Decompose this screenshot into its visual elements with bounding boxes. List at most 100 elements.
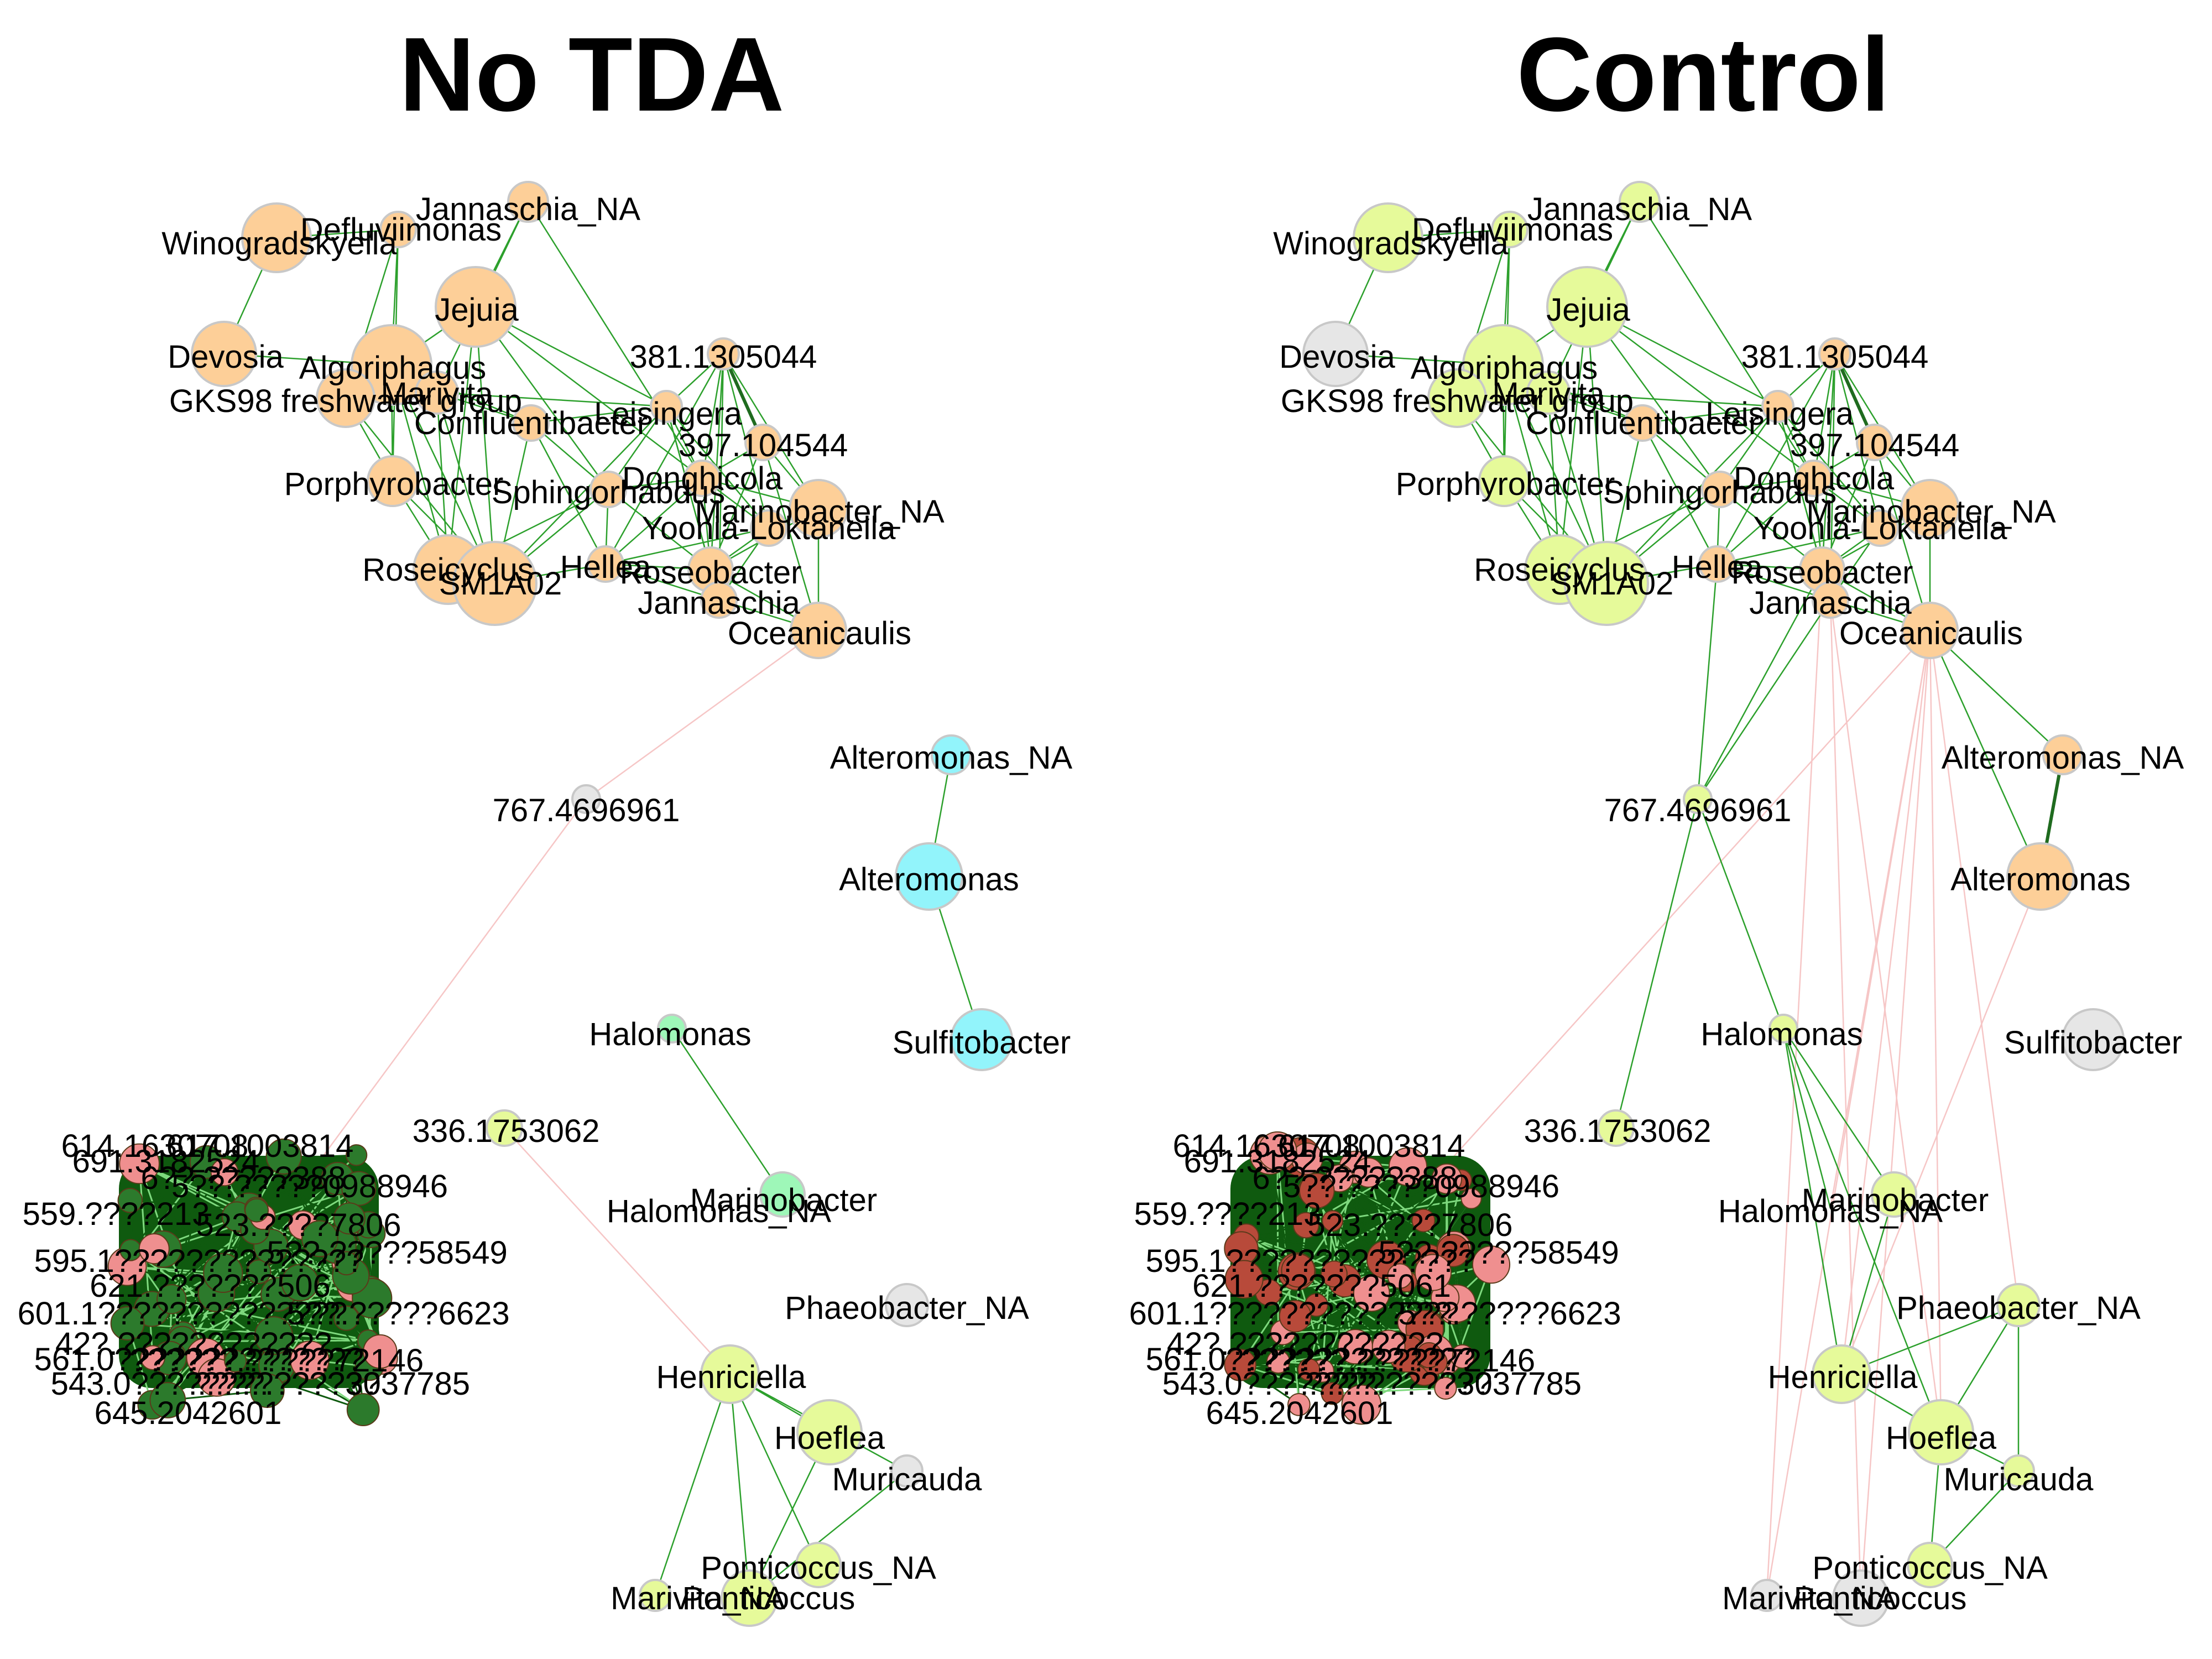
node-sulfitobacter [2062, 1008, 2125, 1071]
cluster-control [1224, 1131, 1511, 1425]
node-label-hoeflea: Hoeflea [1886, 1420, 1997, 1456]
node-sphingorhabdus [589, 471, 627, 508]
panel-control: Control 614.1630708617.1003814691.318252… [1129, 16, 2184, 1627]
cluster-node [1292, 1212, 1319, 1239]
cluster-node [346, 1393, 380, 1427]
cluster-no-tda [107, 1138, 398, 1427]
node-yoonia-loktanella [1861, 509, 1899, 547]
node-label-roseobacter: Roseobacter [1731, 555, 1913, 591]
node-label-sphingorhabdus: Sphingorhabdus [492, 474, 725, 510]
panel-title-control: Control [1516, 16, 1890, 133]
cluster-label: 523.????7806 [1308, 1207, 1513, 1243]
edge [1840, 1194, 1895, 1375]
node-label-roseobacter: Roseobacter [620, 555, 802, 591]
node-jannaschia-na [1619, 181, 1661, 223]
cluster-edge [224, 1171, 304, 1226]
node-jannaschia-na [507, 181, 549, 223]
node-label-381-1305044: 381.1305044 [630, 339, 817, 375]
cluster-label: 601.1?????????????? [18, 1296, 348, 1332]
cluster-label: 5??.?????58549 [267, 1235, 507, 1271]
cluster-node [1322, 1210, 1344, 1232]
node-label-sulfitobacter: Sulfitobacter [893, 1025, 1071, 1061]
node-porphyrobacter [367, 455, 419, 507]
node-label-confluentibacter: Confluentibacter [1526, 405, 1759, 441]
cluster-node [333, 1305, 359, 1331]
node-label-leisingera: Leisingera [594, 396, 742, 432]
node-label-gks98-freshwater-group: GKS98 freshwater group [1281, 383, 1634, 419]
cluster-node [334, 1251, 359, 1276]
node-leisingera [650, 390, 683, 423]
node-label-winogradskyella: Winogradskyella [161, 226, 397, 262]
edge [1697, 799, 1785, 1029]
node-label-winogradskyella: Winogradskyella [1273, 226, 1509, 262]
node-381-1305044 [1818, 337, 1851, 371]
cluster-node [341, 1171, 377, 1206]
cluster-node [1279, 1300, 1312, 1333]
node-label-porphyrobacter: Porphyrobacter [284, 466, 504, 502]
node-henriciella [700, 1344, 760, 1404]
negative-edge [1829, 599, 1942, 1433]
node-label-ponticoccus: Ponticoccus [682, 1580, 855, 1616]
edge [1641, 422, 1718, 565]
cluster-label: 614.1630708 [1173, 1128, 1360, 1164]
cluster-node [203, 1253, 243, 1293]
edge [1642, 405, 1778, 424]
node-label-ponticoccus: Ponticoccus [1794, 1580, 1967, 1616]
node-label-ponticoccus-na: Ponticoccus_NA [701, 1550, 936, 1586]
cluster-node [1341, 1384, 1382, 1425]
node-397-104544 [744, 424, 782, 461]
cluster-label: 42?.???????????? [55, 1326, 332, 1362]
cluster-label: 5??.?????6623 [286, 1296, 509, 1332]
node-alteromonas-na [931, 734, 972, 775]
edge [530, 405, 667, 424]
negative-edge [1860, 630, 1931, 1599]
cluster-label: 559.????213 [1134, 1196, 1322, 1232]
node-label-oceanicaulis: Oceanicaulis [728, 615, 911, 651]
node-label-yoonia-loktanella: Yoonia-Loktanella [641, 510, 896, 546]
node-label-jannaschia: Jannaschia [1749, 585, 1912, 621]
node-label-leisingera: Leisingera [1705, 396, 1854, 432]
cluster-label: 614.1630708 [61, 1128, 249, 1164]
labels-layer-no-tda: 614.1630708617.1003814691.31825246??.???… [18, 191, 1073, 1616]
node-gks98-freshwater-group [316, 368, 375, 428]
node-label-halomonas: Halomonas [1700, 1016, 1863, 1052]
cluster-label: 617.1003814 [1278, 1128, 1465, 1164]
node-label-alteromonas: Alteromonas [1950, 862, 2131, 898]
node-ponticoccus [1832, 1569, 1890, 1627]
edge [671, 1028, 784, 1195]
edge [1821, 353, 1836, 570]
cluster-label: 559.????213 [23, 1196, 210, 1232]
node-marinobacter-na [1900, 479, 1960, 539]
node-label-397-104544: 397.104544 [679, 427, 848, 463]
node-confluentibacter [1624, 404, 1661, 442]
cluster-label: 595.1?????????????? [34, 1243, 364, 1279]
node-confluentibacter [512, 404, 550, 442]
cluster-node [1388, 1147, 1428, 1186]
node-marivita [415, 371, 459, 415]
panel-no-tda: No TDA 614.1630708617.1003814691.3182524… [18, 16, 1073, 1627]
node-label-marivita-na: Marivita_NA [611, 1580, 785, 1616]
cluster-node [363, 1334, 398, 1369]
node-label-jejuia: Jejuia [435, 292, 519, 328]
edge [1587, 306, 1814, 479]
negative-edge [1929, 630, 2020, 1306]
cluster-node [1281, 1253, 1316, 1288]
edge [1717, 478, 1814, 565]
negative-edge [504, 1128, 731, 1375]
node-label-marinobacter: Marinobacter [1802, 1182, 1989, 1218]
node-label-hoeflea: Hoeflea [774, 1420, 885, 1456]
node-defluviimonas [1491, 211, 1528, 248]
node-sm1a02 [452, 541, 538, 626]
node-label-muricauda: Muricauda [832, 1462, 983, 1498]
edge [1813, 353, 1836, 479]
node-gks98-freshwater-group [1427, 368, 1487, 428]
negative-edge [1840, 876, 2042, 1375]
node-hoeflea [796, 1399, 863, 1465]
cluster-label: 601.1?????????????? [1129, 1296, 1459, 1332]
cluster-node [1298, 1172, 1335, 1209]
node-label-donghicola: Donghicola [1734, 461, 1895, 497]
cluster-edge [182, 1238, 321, 1337]
cluster-node [117, 1187, 143, 1213]
node-label-marinobacter-na: Marinobacter_NA [1806, 494, 2056, 530]
